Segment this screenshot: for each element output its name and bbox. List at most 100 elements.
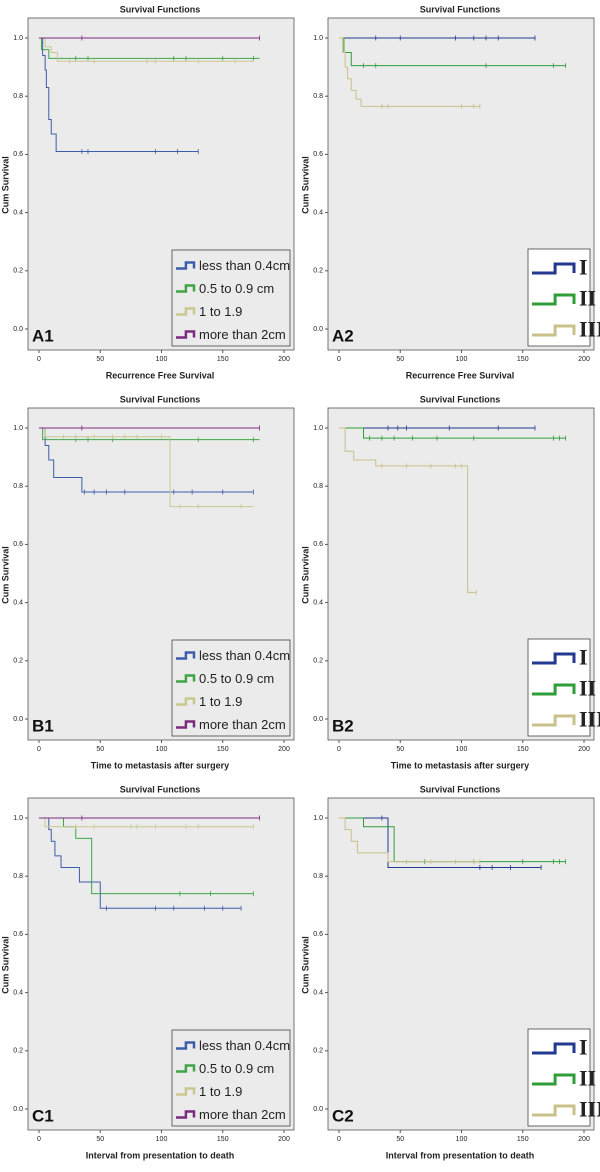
legend-label: more than 2cm <box>199 327 286 342</box>
x-tick-label: 100 <box>156 746 168 753</box>
legend-label: 1 to 1.9 <box>199 1084 242 1099</box>
y-axis-label: Cum Survival <box>300 546 310 604</box>
panel-label: B1 <box>32 716 54 735</box>
legend-swatch <box>176 720 196 729</box>
panel: Survival Functions 0 50 100 150 200 0.0 0.2 0.4 0… <box>0 784 295 1160</box>
x-axis-label: Interval from presentation to death <box>86 1150 235 1160</box>
legend-swatch <box>176 307 196 316</box>
y-tick-label: 0.2 <box>313 658 323 665</box>
legend-label: less than 0.4cm <box>199 1038 290 1053</box>
legend-swatch <box>176 651 196 660</box>
legend-label: I <box>579 645 588 670</box>
x-tick-label: 50 <box>396 746 404 753</box>
x-tick-label: 0 <box>337 356 341 363</box>
y-tick-label: 1.0 <box>313 425 323 432</box>
x-tick-label: 200 <box>578 746 590 753</box>
x-tick-label: 200 <box>278 1136 290 1143</box>
y-tick-label: 0.0 <box>13 1106 23 1113</box>
y-tick-label: 0.8 <box>13 93 23 100</box>
y-tick-label: 0.6 <box>313 931 323 938</box>
chart-title: Survival Functions <box>420 784 501 794</box>
x-axis-label: Time to metastasis after surgery <box>391 760 529 770</box>
y-tick-label: 0.0 <box>313 326 323 333</box>
legend-swatch <box>532 1104 576 1117</box>
legend-label: more than 2cm <box>199 1107 286 1122</box>
legend-swatch <box>532 1073 576 1086</box>
x-tick-label: 200 <box>578 356 590 363</box>
y-axis-label: Cum Survival <box>0 546 10 604</box>
y-tick-label: 1.0 <box>13 35 23 42</box>
x-tick-label: 50 <box>396 356 404 363</box>
panel: Survival Functions 0 50 100 150 200 0.0 0.2 0.4 0… <box>300 784 600 1160</box>
survival-curve <box>339 817 480 863</box>
chart-title: Survival Functions <box>120 394 201 404</box>
y-tick-label: 1.0 <box>13 425 23 432</box>
x-axis-label: Recurrence Free Survival <box>406 370 515 380</box>
x-tick-label: 150 <box>217 746 229 753</box>
y-axis-label: Cum Survival <box>0 156 10 214</box>
legend-label: III <box>579 1097 600 1122</box>
plot-background <box>27 797 295 1131</box>
chart-title: Survival Functions <box>420 4 501 14</box>
x-tick-label: 0 <box>337 746 341 753</box>
legend-swatch <box>176 1041 196 1050</box>
y-tick-label: 0.0 <box>13 716 23 723</box>
y-tick-label: 0.2 <box>313 268 323 275</box>
x-axis-label: Recurrence Free Survival <box>106 370 215 380</box>
y-tick-label: 0.6 <box>13 931 23 938</box>
legend-swatch <box>176 284 196 293</box>
legend-swatch <box>176 330 196 339</box>
legend-swatch <box>532 293 576 306</box>
x-tick-label: 0 <box>37 1136 41 1143</box>
x-tick-label: 100 <box>156 356 168 363</box>
y-tick-label: 0.4 <box>313 989 323 996</box>
legend-label: less than 0.4cm <box>199 258 290 273</box>
x-tick-label: 50 <box>396 1136 404 1143</box>
x-tick-label: 150 <box>217 1136 229 1143</box>
legend-swatch <box>532 683 576 696</box>
chart-title: Survival Functions <box>120 4 201 14</box>
panel: Survival Functions 0 50 100 150 200 0.0 0.2 0.4 0… <box>300 4 600 380</box>
y-tick-label: 0.6 <box>313 541 323 548</box>
panel: Survival Functions 0 50 100 150 200 0.0 0.2 0.4 0… <box>0 394 295 770</box>
x-tick-label: 100 <box>456 746 468 753</box>
y-tick-label: 0.4 <box>313 599 323 606</box>
y-tick-label: 0.6 <box>13 151 23 158</box>
legend-label: 0.5 to 0.9 cm <box>199 671 274 686</box>
survival-curve <box>39 817 242 909</box>
y-tick-label: 0.4 <box>13 989 23 996</box>
x-tick-label: 100 <box>456 356 468 363</box>
legend-label: II <box>579 1066 596 1091</box>
y-tick-label: 0.2 <box>313 1048 323 1055</box>
legend-swatch <box>176 1110 196 1119</box>
legend-swatch <box>176 1087 196 1096</box>
y-tick-label: 0.8 <box>13 483 23 490</box>
legend-swatch <box>176 261 196 270</box>
plot-background <box>27 17 295 351</box>
y-tick-label: 0.6 <box>313 151 323 158</box>
survival-curve <box>39 817 254 895</box>
y-tick-label: 0.8 <box>313 483 323 490</box>
legend-box <box>171 1029 291 1127</box>
survival-curve <box>339 427 566 439</box>
legend-swatch <box>176 1064 196 1073</box>
chart-title: Survival Functions <box>120 784 201 794</box>
survival-curve <box>339 427 477 593</box>
plot-background <box>27 407 295 741</box>
x-tick-label: 0 <box>37 356 41 363</box>
y-tick-label: 1.0 <box>313 35 323 42</box>
legend-swatch <box>532 324 576 337</box>
legend-swatch <box>176 674 196 683</box>
y-tick-label: 0.4 <box>13 599 23 606</box>
y-tick-label: 0.4 <box>13 209 23 216</box>
survival-curve <box>39 37 199 152</box>
legend-label: I <box>579 255 588 280</box>
y-tick-label: 0.6 <box>13 541 23 548</box>
y-tick-label: 0.8 <box>313 93 323 100</box>
legend-swatch <box>176 697 196 706</box>
x-tick-label: 150 <box>517 356 529 363</box>
legend-label: less than 0.4cm <box>199 648 290 663</box>
y-tick-label: 1.0 <box>313 815 323 822</box>
y-tick-label: 0.8 <box>313 873 323 880</box>
